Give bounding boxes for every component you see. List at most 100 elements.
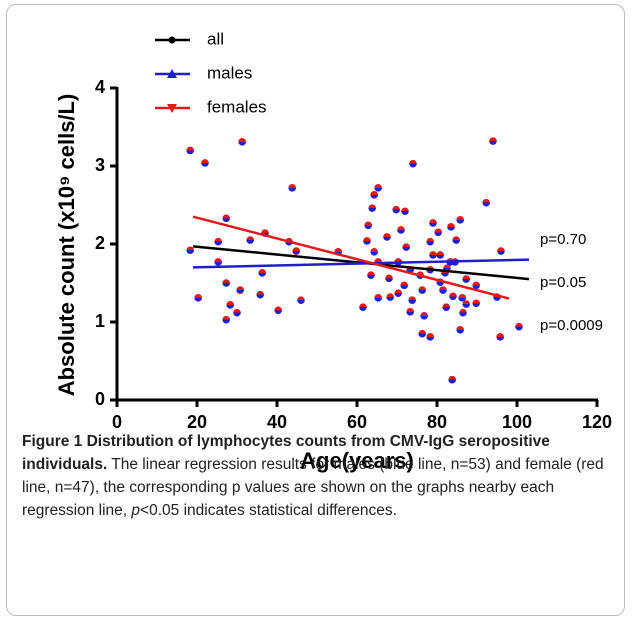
data-point: [363, 237, 371, 245]
x-tick-label: 0: [112, 412, 122, 432]
data-point: [236, 286, 244, 294]
data-point: [402, 243, 411, 251]
data-point: [400, 281, 409, 290]
caption-text-end: <0.05 indicates statistical differences.: [140, 502, 397, 519]
data-point: [214, 258, 222, 266]
data-point: [246, 236, 254, 244]
data-point: [297, 296, 305, 304]
data-point: [447, 223, 455, 231]
legend-marker: [167, 104, 177, 113]
data-point: [439, 286, 447, 294]
data-point: [194, 294, 202, 302]
data-point: [368, 204, 377, 212]
data-point: [201, 159, 209, 167]
y-tick-label: 0: [95, 389, 105, 409]
data-point: [256, 290, 265, 299]
data-point: [288, 184, 297, 192]
legend-label: females: [207, 97, 267, 116]
caption-italic: p: [131, 502, 141, 519]
caption-text: The linear regression results for males …: [22, 456, 604, 519]
p-value-annotation: p=0.70: [540, 231, 586, 248]
data-point: [426, 333, 435, 341]
data-point: [359, 303, 367, 311]
data-point: [406, 308, 415, 316]
data-point: [274, 306, 283, 315]
data-point: [383, 233, 391, 241]
data-point: [489, 137, 497, 145]
data-point: [472, 299, 481, 308]
legend-label: all: [207, 29, 224, 48]
data-point: [222, 279, 230, 287]
x-tick-label: 80: [427, 412, 447, 432]
data-point: [458, 294, 467, 302]
data-point: [394, 289, 403, 297]
data-point: [449, 292, 457, 301]
data-point: [386, 293, 395, 301]
y-tick-label: 3: [95, 155, 105, 175]
caption: Figure 1 Distribution of lymphocytes cou…: [22, 430, 620, 522]
x-tick-label: 20: [187, 412, 207, 432]
y-tick-label: 4: [95, 77, 105, 97]
caption-title: Figure 1 Distribution of lymphocytes cou…: [22, 433, 550, 473]
data-point: [222, 315, 230, 324]
data-point: [214, 237, 222, 246]
data-point: [448, 375, 457, 384]
data-point: [429, 251, 437, 259]
data-point: [292, 247, 301, 255]
data-point: [186, 246, 194, 255]
data-point: [459, 308, 467, 317]
data-point: [436, 251, 445, 259]
data-point: [472, 281, 481, 290]
legend-marker: [167, 69, 177, 78]
data-point: [482, 198, 491, 207]
data-point: [420, 311, 429, 320]
data-point: [392, 205, 401, 214]
data-point: [258, 269, 267, 277]
data-point: [364, 221, 373, 230]
data-point: [233, 308, 241, 317]
y-axis-label: Absolute count (x10⁹ cells/L): [54, 94, 79, 397]
data-point: [374, 184, 383, 192]
data-point: [418, 286, 427, 294]
data-point: [385, 274, 393, 283]
data-point: [456, 216, 465, 224]
legend-marker: [168, 36, 176, 44]
p-value-annotation: p=0.0009: [540, 317, 603, 334]
data-point: [496, 333, 505, 341]
data-point: [452, 236, 461, 244]
data-point: [409, 159, 417, 168]
data-point: [397, 226, 405, 234]
legend-label: males: [207, 63, 252, 82]
figure-frame: [6, 4, 625, 616]
data-point: [408, 296, 417, 304]
data-point: [426, 237, 435, 246]
x-axis-label: Age(years): [300, 448, 414, 473]
data-point: [418, 329, 427, 338]
x-tick-label: 40: [267, 412, 287, 432]
y-tick-label: 1: [95, 311, 105, 331]
regression-line: [192, 258, 530, 269]
data-point: [186, 146, 194, 155]
data-point: [462, 300, 471, 308]
p-value-annotation: p=0.05: [540, 274, 586, 291]
data-point: [442, 303, 451, 311]
data-point: [515, 322, 523, 331]
data-point: [367, 271, 375, 280]
data-point: [238, 138, 246, 146]
data-point: [226, 301, 234, 309]
x-tick-label: 120: [582, 412, 612, 432]
x-tick-label: 60: [347, 412, 367, 432]
data-point: [222, 214, 230, 223]
data-point: [462, 275, 471, 283]
y-tick-label: 2: [95, 233, 105, 253]
data-point: [374, 294, 383, 302]
x-tick-label: 100: [502, 412, 532, 432]
data-point: [370, 248, 379, 256]
data-point: [497, 247, 505, 255]
regression-line: [192, 215, 510, 300]
data-point: [370, 191, 379, 199]
data-point: [401, 207, 409, 216]
data-point: [434, 228, 443, 237]
